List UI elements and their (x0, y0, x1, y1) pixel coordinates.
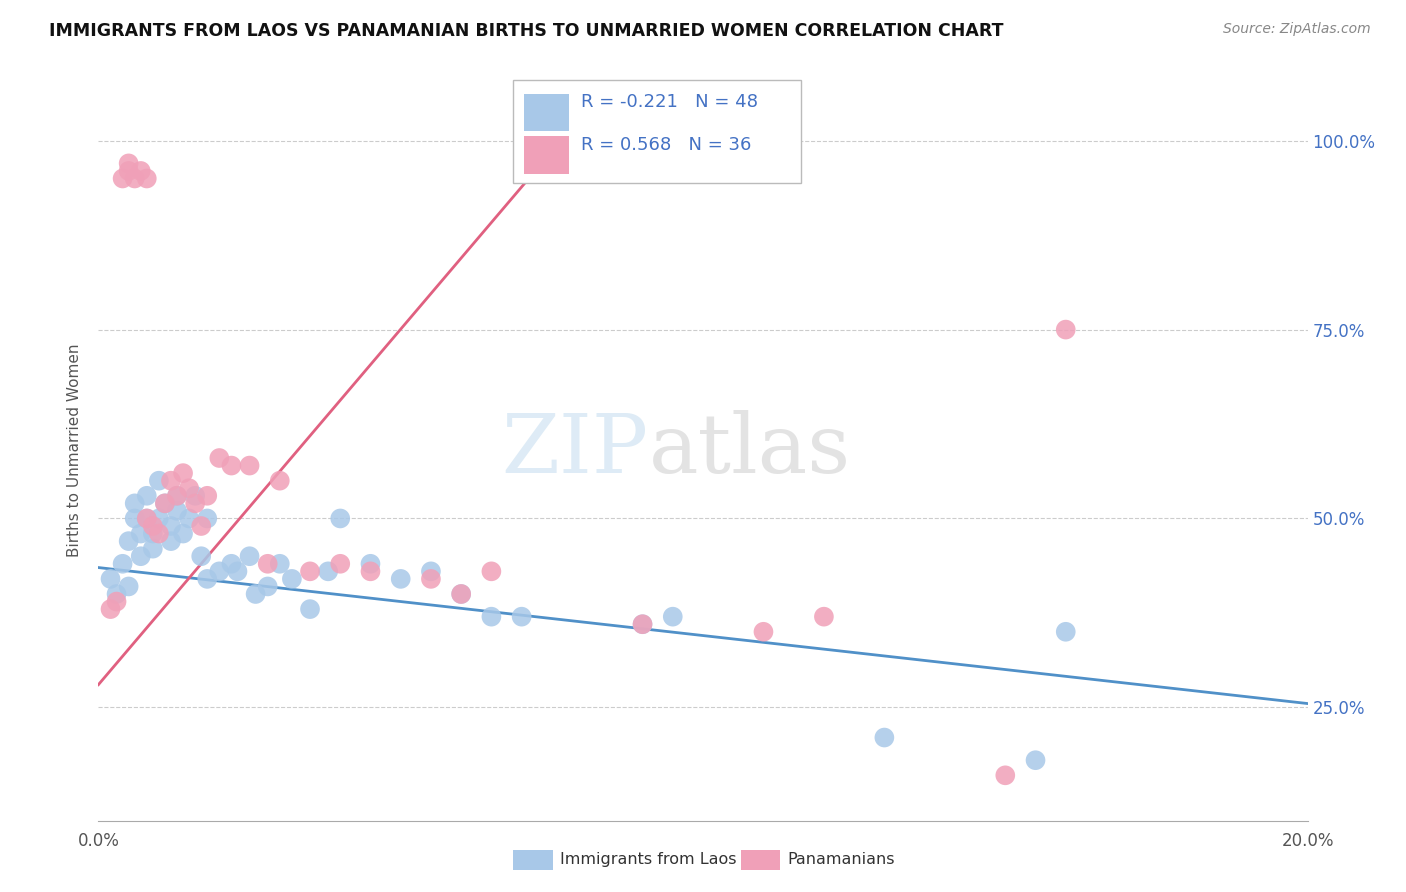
Point (118, 579, 141, 593)
Point (1054, 322, 1077, 336)
Point (111, 171, 134, 186)
Point (190, 519, 212, 533)
Point (226, 565, 249, 579)
Y-axis label: Births to Unmarried Women: Births to Unmarried Women (67, 343, 83, 558)
Point (124, 496, 146, 510)
Text: ZIP: ZIP (502, 410, 648, 491)
Point (269, 557, 291, 571)
Point (118, 156, 141, 170)
Text: Panamanians: Panamanians (787, 853, 894, 867)
Point (179, 481, 201, 495)
Point (631, 617, 654, 632)
Point (111, 557, 134, 571)
Point (360, 565, 382, 579)
Text: Source: ZipAtlas.com: Source: ZipAtlas.com (1223, 22, 1371, 37)
Point (245, 587, 267, 601)
Point (329, 511, 352, 525)
Point (195, 572, 218, 586)
Point (1024, 753, 1046, 767)
Point (105, 594, 128, 608)
Point (873, 731, 896, 745)
Point (752, 624, 775, 639)
Point (208, 565, 231, 579)
Point (208, 450, 231, 465)
Point (129, 549, 152, 564)
Point (142, 526, 165, 541)
Point (195, 489, 218, 503)
Text: IMMIGRANTS FROM LAOS VS PANAMANIAN BIRTHS TO UNMARRIED WOMEN CORRELATION CHART: IMMIGRANTS FROM LAOS VS PANAMANIAN BIRTH… (49, 22, 1004, 40)
Point (142, 541, 165, 556)
Point (256, 557, 278, 571)
Point (172, 466, 194, 480)
Point (160, 534, 183, 549)
Point (124, 171, 146, 186)
Point (481, 609, 503, 624)
Point (450, 587, 472, 601)
Point (420, 572, 443, 586)
Text: atlas: atlas (648, 410, 851, 491)
Point (129, 526, 152, 541)
Point (692, 156, 714, 170)
Point (135, 171, 157, 186)
Point (129, 164, 152, 178)
Point (166, 489, 188, 503)
Point (135, 511, 157, 525)
Point (389, 572, 412, 586)
Point (124, 511, 146, 525)
Point (105, 587, 128, 601)
Point (299, 565, 322, 579)
Point (481, 565, 503, 579)
Point (221, 458, 243, 473)
Point (172, 526, 194, 541)
Point (100, 602, 122, 616)
Point (360, 557, 382, 571)
Point (148, 511, 170, 525)
Point (148, 474, 170, 488)
Point (256, 579, 278, 593)
Point (239, 458, 262, 473)
Point (160, 519, 183, 533)
Point (153, 496, 176, 510)
Point (239, 549, 262, 564)
Point (100, 572, 122, 586)
Point (142, 519, 165, 533)
Point (166, 504, 188, 518)
Point (190, 549, 212, 564)
Point (316, 565, 339, 579)
Point (631, 617, 654, 632)
Point (661, 609, 683, 624)
Point (450, 587, 472, 601)
Point (184, 496, 207, 510)
Point (118, 164, 141, 178)
Point (135, 489, 157, 503)
Point (179, 511, 201, 525)
Point (221, 557, 243, 571)
Point (166, 489, 188, 503)
Point (195, 511, 218, 525)
Point (153, 496, 176, 510)
Point (160, 474, 183, 488)
Point (269, 474, 291, 488)
Point (994, 768, 1017, 782)
Text: R = -0.221   N = 48: R = -0.221 N = 48 (581, 93, 758, 111)
Point (281, 572, 304, 586)
Point (118, 534, 141, 549)
Point (510, 609, 533, 624)
Point (329, 557, 352, 571)
Point (1054, 624, 1077, 639)
Text: R = 0.568   N = 36: R = 0.568 N = 36 (581, 136, 751, 154)
Text: Immigrants from Laos: Immigrants from Laos (560, 853, 737, 867)
Point (420, 565, 443, 579)
Point (148, 526, 170, 541)
Point (299, 602, 322, 616)
Point (135, 511, 157, 525)
Point (184, 489, 207, 503)
Point (813, 609, 835, 624)
